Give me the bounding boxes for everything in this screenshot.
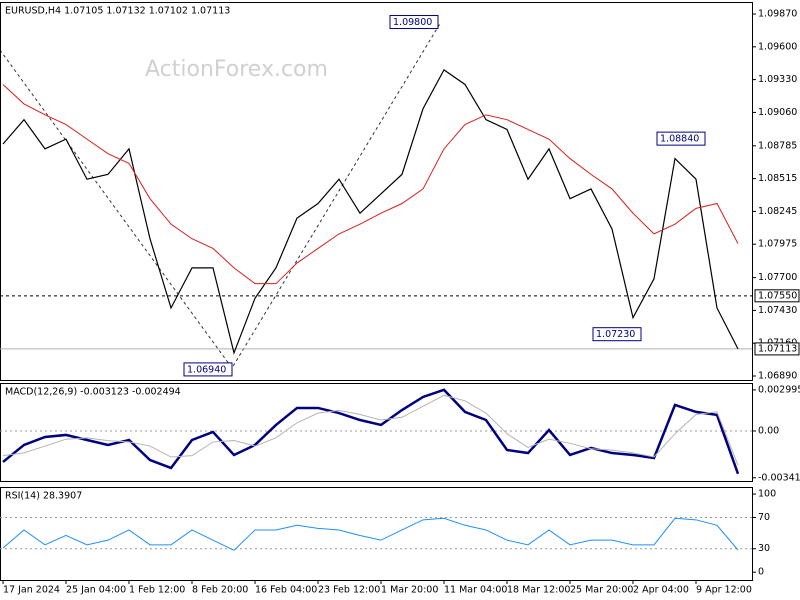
last-price-label: 1.07113 — [758, 343, 797, 354]
panel-title: MACD(12,26,9) -0.003123 -0.002494 — [5, 387, 181, 398]
annotation-label: 1.08840 — [660, 134, 699, 145]
series-line — [2, 517, 739, 551]
y-tick-label: 1.08245 — [758, 206, 797, 217]
annotation-box — [656, 131, 706, 146]
x-tick-label: 25 Jan 04:00 — [66, 585, 126, 596]
y-tick-label: 1.09600 — [758, 41, 797, 52]
y-tick-label: 1.09870 — [758, 9, 797, 20]
y-tick-label: 30 — [758, 543, 770, 554]
y-tick-label: 0.00 — [758, 425, 779, 436]
y-tick-label: 1.07430 — [758, 305, 797, 316]
x-tick-label: 18 Mar 12:00 — [507, 585, 570, 596]
y-tick-label: 1.07975 — [758, 239, 797, 250]
x-tick-label: 8 Feb 20:00 — [192, 585, 248, 596]
x-tick-label: 11 Mar 04:00 — [444, 585, 507, 596]
panel-title: EURUSD,H4 1.07105 1.07132 1.07102 1.0711… — [5, 6, 230, 17]
y-tick-label: 1.06890 — [758, 370, 797, 381]
x-tick-label: 17 Jan 2024 — [3, 585, 60, 596]
level-label-box — [754, 289, 800, 303]
last-price-box — [754, 342, 800, 356]
series-line — [2, 84, 739, 285]
y-tick-label: -0.003415 — [758, 472, 800, 483]
series-line — [2, 69, 739, 355]
annotation-box — [183, 362, 233, 377]
y-tick-label: 1.08515 — [758, 173, 797, 184]
x-tick-label: 9 Apr 12:00 — [696, 585, 752, 596]
panel-frame — [0, 383, 753, 482]
series-line — [2, 388, 740, 475]
x-tick-label: 16 Feb 04:00 — [255, 585, 317, 596]
y-tick-label: 1.08785 — [758, 140, 797, 151]
y-tick-label: 0.002995 — [758, 384, 800, 395]
y-tick-label: 100 — [758, 489, 776, 500]
series-line — [2, 394, 739, 466]
annotation-box — [389, 15, 439, 30]
y-tick-label: 1.09060 — [758, 107, 797, 118]
annotation-label: 1.07230 — [596, 329, 635, 340]
panel-title: RSI(14) 28.3907 — [5, 491, 82, 502]
level-label: 1.07550 — [758, 290, 797, 301]
x-tick-label: 2 Apr 04:00 — [633, 585, 689, 596]
panel-frame — [0, 487, 753, 581]
x-tick-label: 25 Mar 20:00 — [570, 585, 633, 596]
y-tick-label: 1.07700 — [758, 272, 797, 283]
annotation-label: 1.06940 — [187, 364, 226, 375]
annotation-label: 1.09800 — [393, 17, 432, 28]
y-tick-label: 0 — [758, 567, 764, 578]
watermark: ActionForex.com — [145, 57, 328, 82]
annotation-box — [592, 327, 642, 342]
x-tick-label: 23 Feb 12:00 — [318, 585, 380, 596]
y-tick-label: 1.09330 — [758, 74, 797, 85]
y-tick-label: 70 — [758, 512, 770, 523]
x-tick-label: 1 Mar 20:00 — [381, 585, 438, 596]
panel-frame — [0, 2, 753, 381]
x-tick-label: 1 Feb 12:00 — [129, 585, 185, 596]
